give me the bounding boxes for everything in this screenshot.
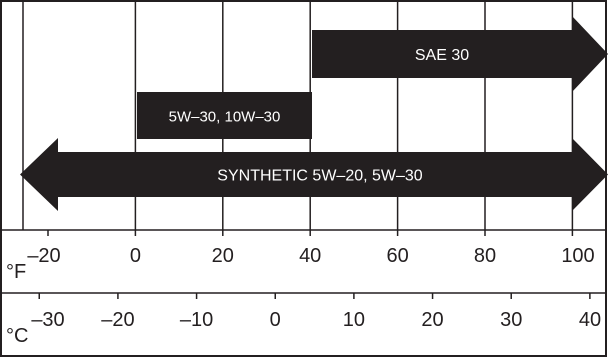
f-tick-label: 100 [561, 245, 594, 267]
c-tick-label: 0 [270, 309, 281, 331]
c-tick-label: 10 [343, 309, 365, 331]
c-tick-label: 20 [421, 309, 443, 331]
f-tick-label: 60 [386, 245, 408, 267]
viscosity-ranges: SAE 30 5W–30, 10W–30 SYNTHETIC 5W–20, 5W–3… [20, 16, 608, 211]
c-tick-label: –30 [31, 309, 64, 331]
range-band [20, 138, 608, 211]
c-tick-label: –10 [180, 309, 213, 331]
f-tick-label: 0 [130, 245, 141, 267]
f-tick-label: 20 [212, 245, 234, 267]
temperature-axes: °F °C –20 0 20 40 60 80 100 –30 –20 –10 0 10 20 30 40 [6, 230, 601, 347]
range-band [312, 16, 608, 92]
range-label: 5W–30, 10W–30 [169, 109, 281, 126]
c-tick-label: 30 [500, 309, 522, 331]
c-tick-label: 40 [579, 309, 601, 331]
range-label: SYNTHETIC 5W–20, 5W–30 [217, 168, 423, 185]
celsius-unit: °C [6, 325, 28, 347]
range-band [137, 92, 312, 139]
f-tick-label: 80 [474, 245, 496, 267]
fahrenheit-unit: °F [6, 261, 26, 283]
f-tick-label: 40 [299, 245, 321, 267]
c-tick-label: –20 [101, 309, 134, 331]
f-tick-label: –20 [27, 245, 60, 267]
range-label: SAE 30 [415, 47, 469, 64]
